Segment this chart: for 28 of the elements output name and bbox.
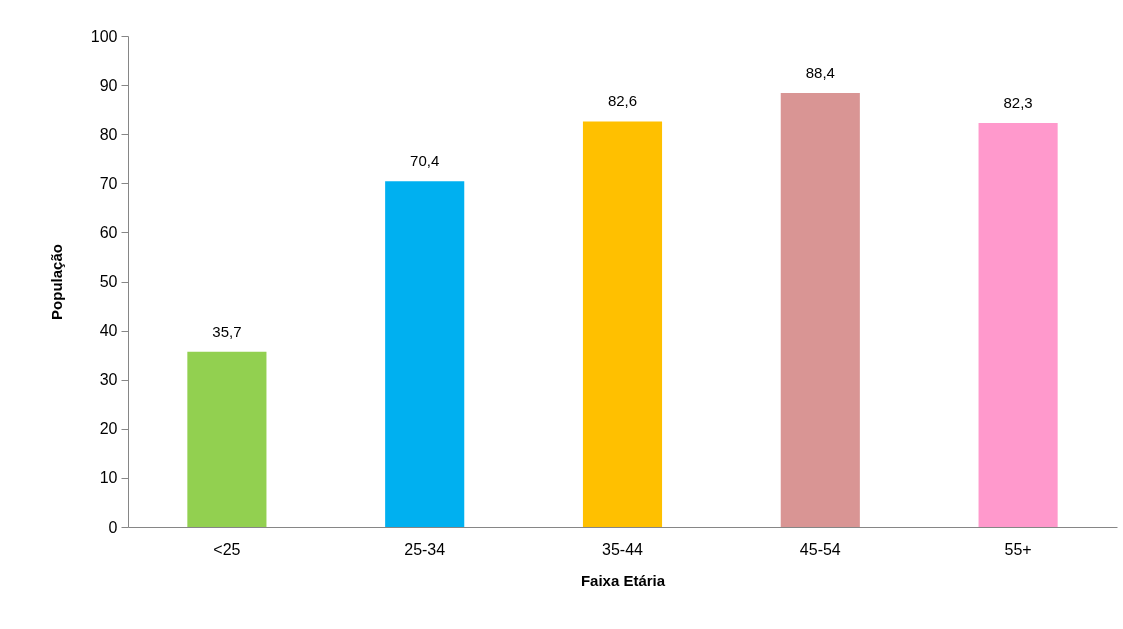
y-axis-title: População — [47, 244, 65, 320]
bar — [385, 181, 465, 527]
y-tick-label: 80 — [99, 125, 118, 143]
data-label: 35,7 — [212, 322, 242, 340]
y-tick-label: 50 — [99, 273, 118, 290]
y-tick-label: 100 — [90, 27, 118, 45]
bar — [978, 122, 1058, 527]
x-tick-label: 45-54 — [799, 540, 841, 558]
data-label: 82,6 — [607, 92, 638, 110]
x-tick-label: 25-34 — [404, 540, 446, 558]
y-tick-label: 90 — [99, 76, 118, 94]
bar — [187, 351, 267, 527]
x-tick-label: 35-44 — [602, 540, 644, 558]
data-label: 70,4 — [410, 152, 440, 170]
y-tick-label: 10 — [99, 469, 118, 487]
y-tick-label: 20 — [99, 420, 118, 438]
data-label: 82,3 — [1003, 93, 1033, 111]
x-tick-label: <25 — [213, 540, 241, 558]
y-tick-label: 0 — [108, 518, 118, 536]
x-axis-title: Faixa Etária — [580, 571, 666, 589]
y-tick-label: 40 — [99, 322, 118, 340]
bar — [582, 121, 663, 527]
x-tick-label: 55+ — [1004, 540, 1032, 558]
y-tick-label: 30 — [99, 371, 118, 389]
data-label: 88,4 — [805, 63, 835, 81]
y-tick-label: 60 — [99, 223, 118, 241]
bar — [780, 92, 860, 527]
y-tick-label: 70 — [99, 174, 118, 192]
